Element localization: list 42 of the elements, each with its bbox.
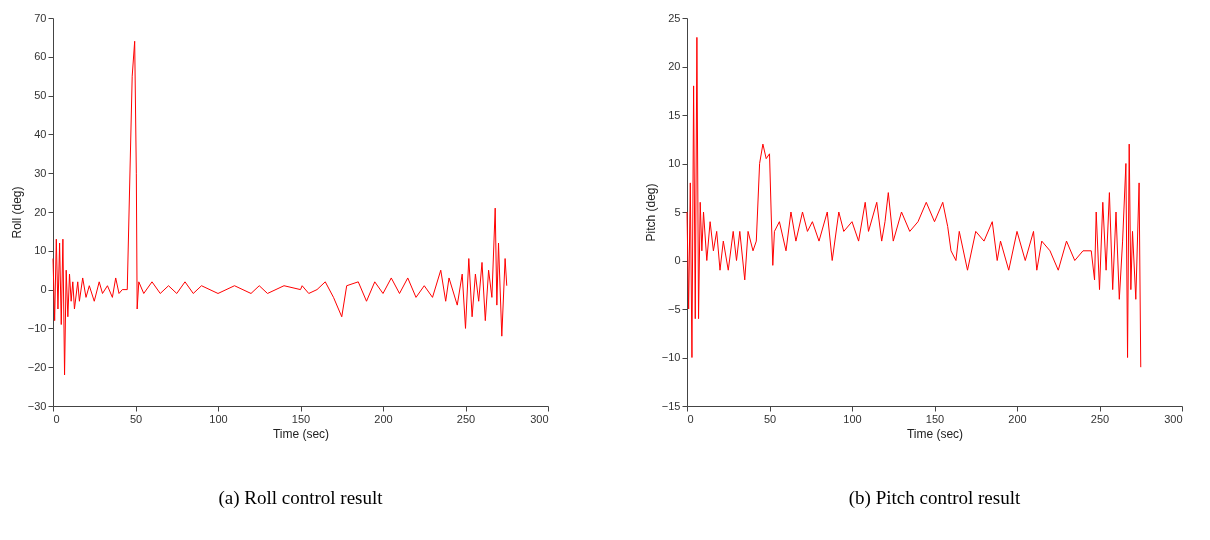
- line-series: [52, 40, 508, 376]
- y-tick-label: −20: [27, 360, 47, 373]
- y-tick-label: 50: [34, 89, 47, 102]
- y-tick-label: 60: [34, 50, 47, 63]
- y-tick-label: 20: [34, 205, 47, 218]
- x-tick-label: 300: [530, 412, 549, 425]
- x-tick-label: 50: [129, 412, 143, 425]
- y-tick-label: 10: [34, 244, 47, 257]
- x-tick-label: 150: [291, 412, 311, 425]
- y-tick-label: 70: [34, 11, 47, 24]
- x-tick-label: 250: [1090, 412, 1110, 425]
- y-tick-label: −30: [27, 399, 47, 412]
- y-tick-label: −10: [27, 321, 47, 334]
- x-axis-title: Time (sec): [272, 426, 330, 441]
- x-tick-label: 200: [374, 412, 393, 425]
- y-tick-label: 10: [668, 157, 681, 169]
- y-tick-label: −5: [667, 302, 681, 315]
- y-tick-label: 40: [34, 127, 47, 140]
- y-tick-label: −10: [661, 351, 681, 363]
- y-tick-label: 20: [668, 60, 681, 72]
- y-axis-title: Roll (deg): [9, 186, 24, 239]
- y-tick-label: 0: [40, 283, 47, 296]
- y-tick-label: 15: [668, 108, 681, 121]
- x-axis-title: Time (sec): [906, 426, 964, 441]
- y-tick-label: 30: [34, 166, 47, 179]
- x-tick-label: 0: [687, 412, 694, 425]
- y-tick-label: 5: [674, 205, 681, 218]
- x-tick-label: 100: [843, 412, 862, 425]
- x-tick-label: 150: [925, 412, 945, 425]
- x-tick-label: 300: [1164, 412, 1183, 425]
- y-tick-label: 25: [668, 11, 681, 24]
- x-tick-label: 100: [209, 412, 228, 425]
- y-tick-label: −15: [661, 399, 681, 412]
- text: (b) Pitch control result: [848, 487, 1021, 509]
- y-tick-label: 0: [674, 254, 681, 266]
- x-tick-label: 50: [763, 412, 777, 425]
- line-series: [686, 36, 1142, 368]
- y-axis-title: Pitch (deg): [643, 183, 658, 242]
- text: (a) Roll control result: [218, 487, 384, 509]
- x-tick-label: 0: [53, 412, 60, 425]
- x-tick-label: 200: [1008, 412, 1027, 425]
- x-tick-label: 250: [456, 412, 476, 425]
